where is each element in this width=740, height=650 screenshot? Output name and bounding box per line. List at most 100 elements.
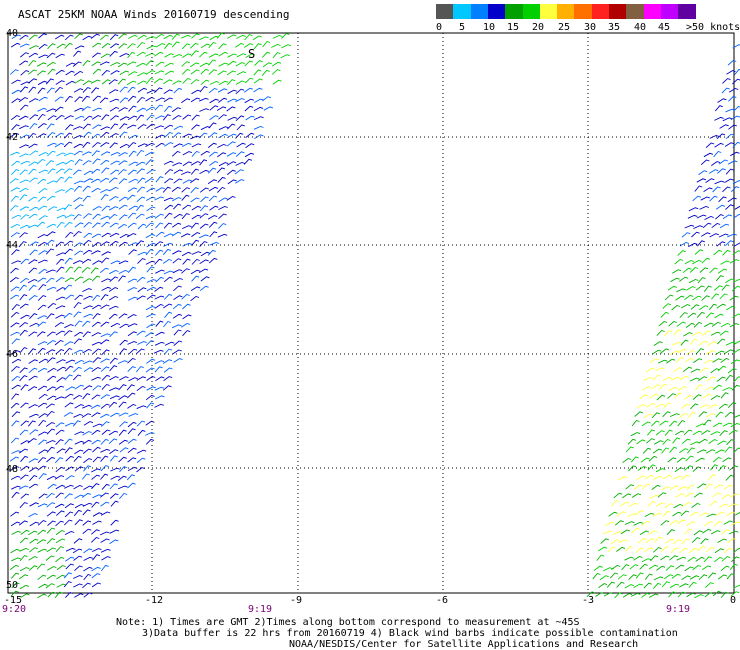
- wind-barb: [154, 249, 164, 256]
- wind-barb: [55, 114, 65, 121]
- wind-barb: [670, 547, 680, 554]
- wind-barb: [127, 278, 138, 283]
- wind-barb: [720, 260, 730, 265]
- wind-barb: [673, 329, 682, 336]
- wind-barb: [100, 413, 110, 419]
- wind-barb: [190, 135, 200, 140]
- wind-barb: [162, 114, 171, 121]
- wind-barb: [699, 267, 709, 273]
- wind-barb: [677, 348, 687, 354]
- wind-barb: [46, 87, 55, 94]
- wind-barb: [181, 61, 190, 67]
- wind-barb: [680, 510, 690, 517]
- wind-barb: [217, 144, 227, 149]
- wind-barb: [109, 142, 118, 149]
- wind-barb: [593, 565, 603, 571]
- wind-barb: [710, 395, 721, 400]
- wind-barb: [724, 411, 734, 418]
- scale-label: 5: [459, 22, 466, 33]
- wind-barb: [684, 358, 695, 363]
- wind-barb: [83, 548, 93, 554]
- wind-barb: [72, 548, 83, 554]
- page-title: ASCAT 25KM NOAA Winds 20160719 descendin…: [18, 8, 290, 21]
- wind-barb: [28, 132, 37, 139]
- wind-barb: [55, 429, 65, 435]
- wind-barb: [28, 52, 39, 58]
- wind-barb: [38, 215, 48, 221]
- wind-barb: [677, 519, 687, 525]
- wind-barb: [144, 178, 154, 184]
- wind-barb: [608, 511, 618, 517]
- wind-barb: [659, 420, 669, 426]
- wind-barb: [10, 322, 20, 328]
- wind-barb: [127, 95, 137, 102]
- wind-barb: [733, 242, 740, 247]
- wind-barb: [155, 395, 165, 400]
- wind-barb: [153, 349, 164, 354]
- wind-barb: [162, 259, 173, 264]
- wind-barb: [244, 98, 254, 104]
- wind-barb: [27, 530, 38, 536]
- wind-barb: [11, 366, 20, 372]
- wind-barb: [136, 467, 146, 473]
- wind-barb: [163, 89, 173, 94]
- wind-barb: [726, 70, 736, 75]
- wind-barb: [726, 511, 736, 517]
- wind-barb: [73, 583, 83, 588]
- wind-barb: [91, 61, 101, 67]
- wind-barb: [654, 440, 664, 445]
- wind-barb: [684, 294, 694, 300]
- wind-barb: [262, 96, 271, 102]
- wind-barb: [38, 250, 48, 255]
- wind-barb: [236, 71, 247, 76]
- wind-barb: [54, 503, 65, 509]
- wind-barb: [64, 531, 75, 536]
- wind-barb: [164, 341, 175, 346]
- wind-barb: [226, 133, 237, 138]
- wind-barb: [254, 60, 263, 66]
- wind-barb: [137, 177, 146, 184]
- wind-barb: [173, 143, 183, 148]
- wind-barb: [725, 204, 734, 210]
- wind-barb: [182, 77, 191, 84]
- wind-barb: [81, 151, 92, 156]
- wind-barb: [118, 169, 127, 175]
- wind-barb: [209, 98, 219, 104]
- wind-barb: [216, 106, 227, 111]
- wind-barb: [190, 187, 199, 194]
- wind-barb: [91, 321, 101, 328]
- wind-barb: [45, 583, 55, 589]
- wind-barb: [137, 72, 147, 77]
- wind-barb: [146, 386, 156, 391]
- wind-barb: [155, 276, 164, 283]
- wind-barb: [728, 429, 738, 435]
- wind-barb: [128, 105, 137, 112]
- wind-barb: [629, 564, 639, 570]
- wind-barb: [628, 502, 639, 507]
- wind-barb: [64, 447, 73, 454]
- wind-barb: [679, 547, 689, 554]
- wind-barb: [710, 464, 718, 471]
- wind-barb: [163, 124, 174, 130]
- wind-barb: [173, 340, 183, 346]
- wind-barb: [73, 260, 83, 265]
- wind-barb: [154, 70, 165, 75]
- wind-barb: [109, 222, 119, 228]
- wind-barb: [622, 457, 632, 464]
- wind-barb: [11, 582, 20, 589]
- wind-barb: [200, 43, 211, 49]
- wind-barb: [713, 422, 723, 428]
- wind-barb: [616, 546, 626, 552]
- wind-barb: [687, 447, 695, 454]
- wind-barb: [692, 260, 702, 265]
- wind-barb: [603, 567, 613, 572]
- wind-barb: [109, 449, 119, 455]
- wind-barb: [704, 592, 714, 598]
- wind-barb: [651, 420, 660, 427]
- wind-barb: [20, 384, 29, 391]
- wind-barb: [11, 260, 21, 265]
- wind-barb: [19, 567, 30, 572]
- wind-barb: [73, 135, 83, 139]
- wind-barb: [36, 221, 46, 228]
- wind-barb: [227, 60, 237, 66]
